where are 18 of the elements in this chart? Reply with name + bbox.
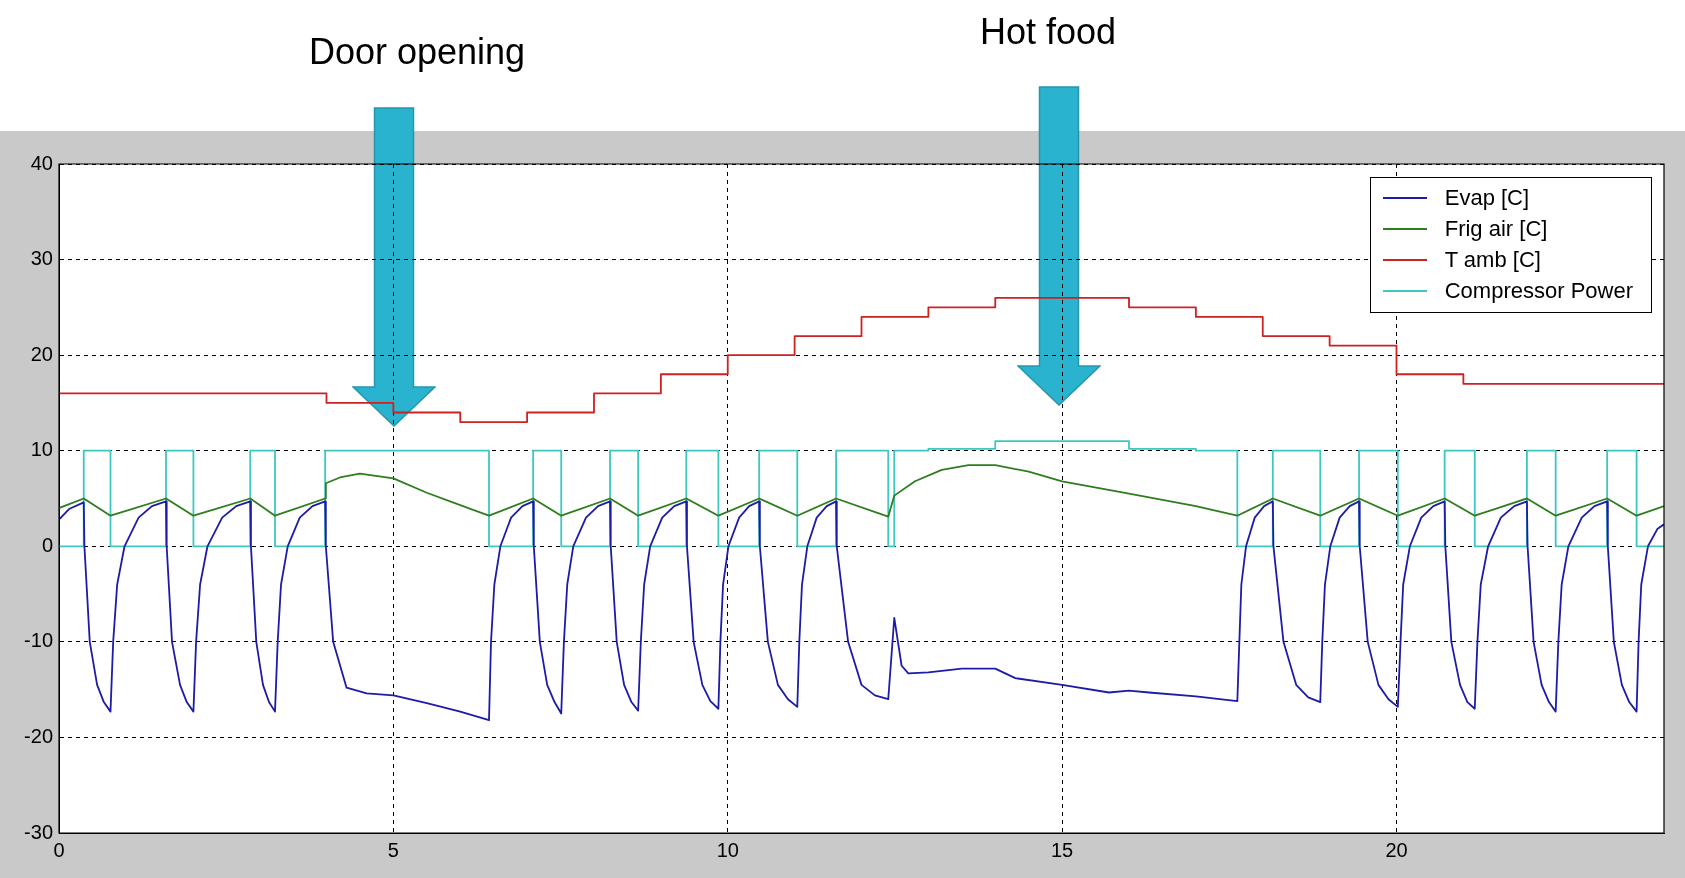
y-tick-label: 30 [30, 247, 53, 270]
y-tick-label: -30 [24, 820, 53, 843]
text: Door opening [307, 30, 527, 74]
y-tick-label: 0 [41, 533, 53, 556]
y-tick-label: 10 [30, 438, 53, 461]
x-tick-label: 20 [1385, 838, 1408, 861]
x-tick-label: 5 [387, 838, 399, 861]
x-tick-label: 10 [716, 838, 739, 861]
y-tick-label: -20 [24, 724, 53, 747]
legend-label: Frig air [C] [1444, 215, 1548, 242]
legend-label: Evap [C] [1444, 184, 1530, 211]
y-tick-label: -10 [24, 629, 53, 652]
text: Hot food [978, 10, 1118, 54]
x-tick-label: 15 [1051, 838, 1074, 861]
y-tick-label: 40 [30, 151, 53, 174]
y-tick-label: 20 [30, 342, 53, 365]
legend-label: T amb [C] [1444, 246, 1541, 273]
legend-label: Compressor Power [1444, 277, 1633, 304]
